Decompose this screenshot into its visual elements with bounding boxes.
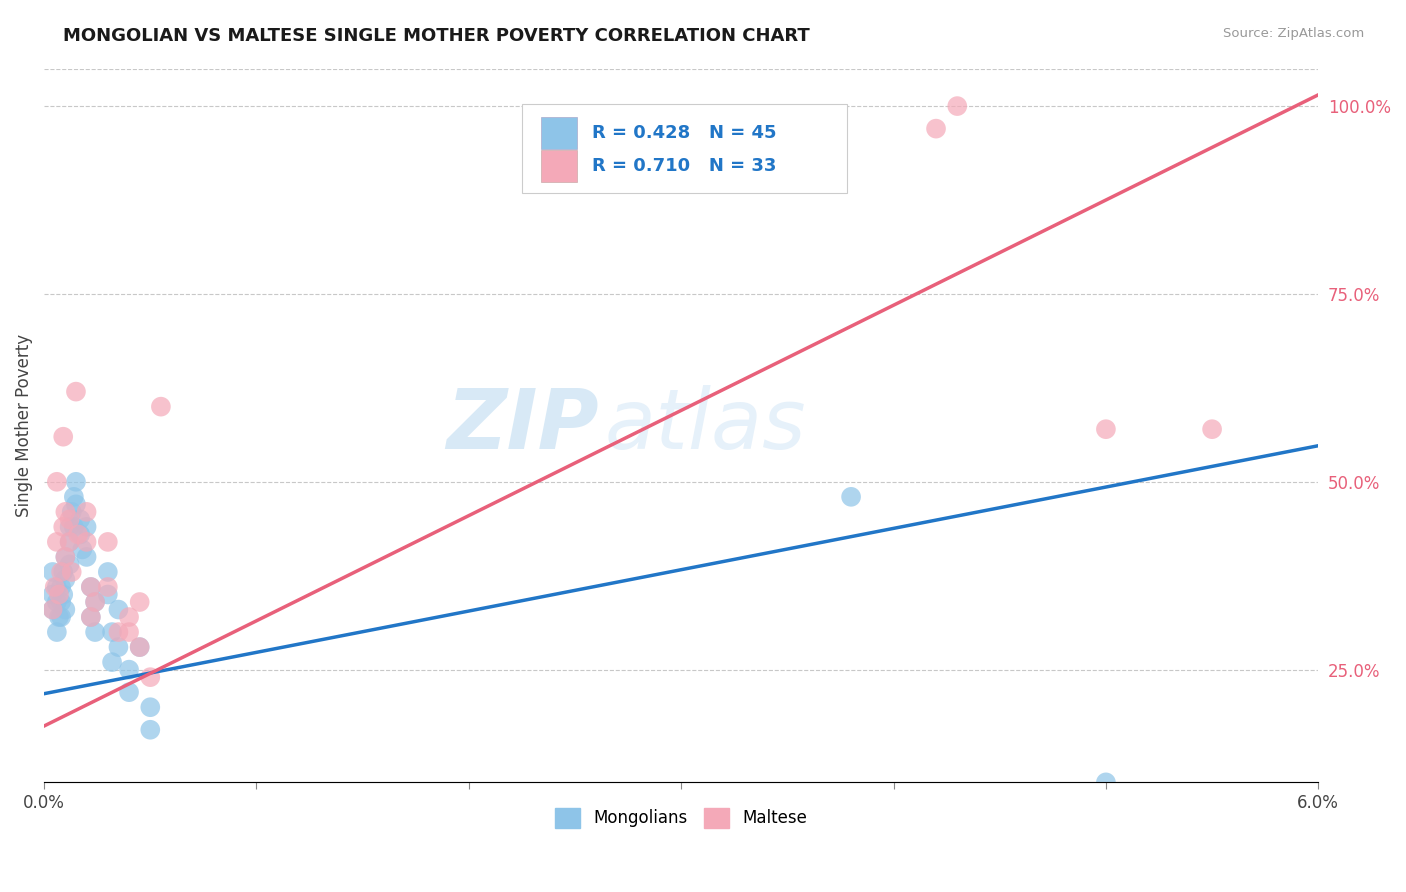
Point [58, 535, 80, 549]
Point [128, 595, 150, 609]
FancyBboxPatch shape [541, 150, 576, 182]
Text: MONGOLIAN VS MALTESE SINGLE MOTHER POVERTY CORRELATION CHART: MONGOLIAN VS MALTESE SINGLE MOTHER POVER… [63, 27, 810, 45]
Point [97, 565, 120, 579]
Point [72, 542, 94, 557]
Point [128, 640, 150, 654]
Point [48, 587, 70, 601]
Point [49, 565, 72, 579]
Point [101, 625, 124, 640]
Point [1095, 775, 1118, 789]
Point [58, 520, 80, 534]
Point [118, 663, 141, 677]
Text: Source: ZipAtlas.com: Source: ZipAtlas.com [1223, 27, 1364, 40]
Point [65, 497, 87, 511]
Point [41, 565, 63, 579]
Point [76, 535, 98, 549]
Point [128, 640, 150, 654]
Point [49, 610, 72, 624]
Point [45, 580, 67, 594]
Point [58, 535, 80, 549]
Point [53, 549, 76, 564]
Point [65, 384, 87, 399]
Text: atlas: atlas [605, 385, 807, 466]
Point [139, 723, 162, 737]
Text: R = 0.710   N = 33: R = 0.710 N = 33 [592, 157, 776, 176]
Point [69, 527, 91, 541]
Point [1095, 422, 1118, 436]
Point [118, 685, 141, 699]
Point [80, 580, 103, 594]
Point [58, 512, 80, 526]
Point [118, 625, 141, 640]
Point [76, 505, 98, 519]
Point [76, 549, 98, 564]
Point [60, 565, 83, 579]
Point [80, 580, 103, 594]
Point [45, 535, 67, 549]
Point [49, 580, 72, 594]
Point [44, 580, 66, 594]
Text: R = 0.428   N = 45: R = 0.428 N = 45 [592, 124, 776, 142]
Point [97, 535, 120, 549]
Point [107, 640, 129, 654]
Point [139, 700, 162, 714]
Point [84, 595, 107, 609]
FancyBboxPatch shape [541, 117, 576, 149]
Point [107, 602, 129, 616]
Point [60, 505, 83, 519]
Point [69, 512, 91, 526]
Point [53, 549, 76, 564]
Point [67, 527, 90, 541]
Point [48, 610, 70, 624]
Point [52, 565, 75, 579]
Point [63, 490, 86, 504]
Point [84, 625, 107, 640]
Point [52, 520, 75, 534]
Point [65, 475, 87, 489]
Point [41, 602, 63, 616]
Point [97, 587, 120, 601]
Point [76, 520, 98, 534]
Point [45, 595, 67, 609]
Point [53, 602, 76, 616]
Point [101, 655, 124, 669]
Point [41, 587, 63, 601]
Point [45, 475, 67, 489]
Point [139, 670, 162, 684]
Text: ZIP: ZIP [446, 385, 599, 466]
Point [45, 625, 67, 640]
Point [58, 558, 80, 572]
Y-axis label: Single Mother Poverty: Single Mother Poverty [15, 334, 32, 517]
Point [107, 625, 129, 640]
Point [80, 610, 103, 624]
Point [839, 490, 862, 504]
Point [41, 602, 63, 616]
FancyBboxPatch shape [522, 104, 846, 194]
Legend: Mongolians, Maltese: Mongolians, Maltese [548, 801, 814, 835]
Point [52, 587, 75, 601]
Point [63, 520, 86, 534]
Point [52, 430, 75, 444]
Point [118, 610, 141, 624]
Point [925, 121, 948, 136]
Point [84, 595, 107, 609]
Point [80, 610, 103, 624]
Point [946, 99, 969, 113]
Point [49, 595, 72, 609]
Point [53, 573, 76, 587]
Point [149, 400, 172, 414]
Point [53, 505, 76, 519]
Point [1201, 422, 1223, 436]
Point [97, 580, 120, 594]
